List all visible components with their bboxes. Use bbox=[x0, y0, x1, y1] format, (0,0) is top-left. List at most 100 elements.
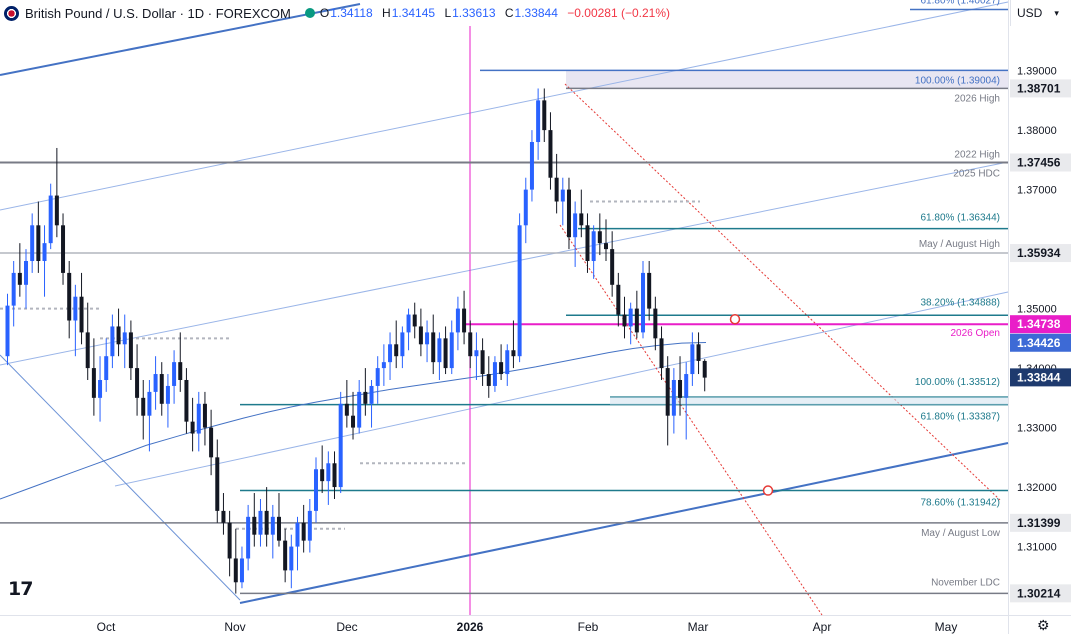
candle-body bbox=[622, 314, 627, 327]
candle-body bbox=[357, 391, 362, 428]
candle-body bbox=[79, 296, 84, 333]
candle-body bbox=[511, 350, 516, 357]
candle-body bbox=[276, 516, 281, 541]
candle-body bbox=[301, 522, 306, 541]
level-label: May / August High bbox=[919, 239, 1000, 250]
candle-body bbox=[116, 326, 121, 345]
candle-body bbox=[24, 261, 29, 285]
price-tag bbox=[1010, 513, 1071, 532]
candle-body bbox=[523, 189, 528, 226]
candle-body bbox=[400, 332, 405, 357]
time-tick-label: Oct bbox=[97, 620, 116, 634]
close-label: C bbox=[504, 6, 514, 20]
price-tag-label: 1.34426 bbox=[1017, 336, 1061, 350]
candle-body bbox=[375, 368, 380, 386]
candle-body bbox=[616, 284, 621, 315]
alert-marker-support bbox=[762, 485, 774, 496]
candle-body bbox=[455, 308, 460, 333]
level-label: 2026 Open bbox=[951, 328, 1001, 339]
candle-body bbox=[61, 225, 66, 273]
level-label: 100.00% (1.39004) bbox=[915, 75, 1000, 86]
candle-body bbox=[468, 332, 473, 357]
price-tick-label: 1.38000 bbox=[1017, 125, 1057, 137]
level-label: 78.60% (1.31942) bbox=[920, 498, 1000, 509]
symbol-title[interactable]: British Pound / U.S. Dollar · 1D · FOREX… bbox=[25, 5, 291, 21]
candle-body bbox=[363, 391, 368, 404]
candle-body bbox=[474, 350, 479, 357]
candle-body bbox=[381, 362, 386, 369]
candle-body bbox=[431, 332, 436, 363]
chevron-down-icon: ▾ bbox=[1054, 7, 1059, 18]
price-tag bbox=[1010, 584, 1071, 603]
time-tick-label: Apr bbox=[813, 620, 832, 634]
descending-line bbox=[0, 354, 241, 601]
high-label: H bbox=[382, 6, 391, 20]
candle-body bbox=[135, 368, 140, 398]
candle-body bbox=[344, 403, 349, 416]
time-tick-label: Feb bbox=[578, 620, 599, 634]
candle-body bbox=[264, 510, 269, 535]
candle-body bbox=[517, 225, 522, 357]
price-tick-label: 1.33000 bbox=[1017, 423, 1057, 435]
level-label: 61.80% (1.36344) bbox=[920, 213, 1000, 224]
red-channel-lower bbox=[559, 224, 823, 616]
candle-body bbox=[5, 305, 10, 357]
candle-body bbox=[141, 397, 146, 416]
red-channel-upper bbox=[564, 83, 1001, 501]
candle-body bbox=[159, 374, 164, 404]
candle-body bbox=[480, 350, 485, 375]
candle-body bbox=[585, 225, 590, 262]
candle-body bbox=[597, 231, 602, 244]
candle-body bbox=[369, 385, 374, 404]
candle-body bbox=[505, 350, 510, 375]
low-value: 1.33613 bbox=[452, 6, 496, 20]
price-tag-label: 1.35934 bbox=[1017, 246, 1061, 260]
candle-body bbox=[73, 296, 78, 321]
gbp-usd-flag-icon bbox=[4, 5, 19, 21]
candle-body bbox=[178, 362, 183, 380]
candle-body bbox=[542, 100, 547, 131]
channel-upper-thin bbox=[0, 1, 1009, 211]
candles bbox=[5, 88, 707, 594]
gear-icon[interactable]: ⚙ bbox=[1037, 617, 1050, 633]
candle-body bbox=[283, 540, 288, 571]
candle-body bbox=[449, 332, 454, 369]
level-label: 61.80% (1.40027) bbox=[920, 0, 1000, 7]
candle-body bbox=[678, 379, 683, 398]
candle-body bbox=[696, 344, 701, 361]
candle-body bbox=[462, 308, 467, 333]
open-label: O bbox=[319, 6, 330, 20]
price-tag-label: 1.31399 bbox=[1017, 516, 1061, 530]
tradingview-logo[interactable]: 17 bbox=[8, 578, 33, 600]
candle-body bbox=[603, 243, 608, 250]
market-status-icon[interactable] bbox=[304, 8, 315, 18]
candle-body bbox=[91, 368, 96, 398]
candle-body bbox=[702, 360, 707, 378]
currency-select[interactable]: USD ▾ bbox=[1010, 0, 1071, 26]
candle-body bbox=[641, 272, 646, 333]
candle-body bbox=[221, 510, 226, 523]
candle-body bbox=[684, 374, 689, 398]
candle-body bbox=[239, 558, 244, 583]
level-label: 38.20% (1.34888) bbox=[920, 297, 1000, 308]
change-value: −0.00281 (−0.21%) bbox=[567, 6, 671, 20]
price-tag-label: 1.37456 bbox=[1017, 155, 1061, 169]
candle-body bbox=[388, 344, 393, 363]
channel-lower-thin bbox=[114, 291, 1009, 487]
candle-body bbox=[425, 332, 430, 345]
candle-body bbox=[122, 332, 127, 345]
candle-body bbox=[628, 308, 633, 327]
candle-body bbox=[314, 469, 318, 511]
level-label: 2025 HDC bbox=[953, 168, 1000, 179]
level-label: 2026 High bbox=[954, 93, 1000, 104]
low-label: L bbox=[444, 6, 452, 20]
time-tick-label: Nov bbox=[224, 620, 245, 634]
price-tag bbox=[1010, 315, 1071, 334]
candle-body bbox=[548, 130, 553, 178]
candle-body bbox=[659, 338, 664, 369]
price-tag-label: 1.34738 bbox=[1017, 317, 1061, 331]
candle-body bbox=[579, 213, 584, 226]
candle-body bbox=[634, 308, 639, 333]
candle-body bbox=[536, 100, 541, 143]
